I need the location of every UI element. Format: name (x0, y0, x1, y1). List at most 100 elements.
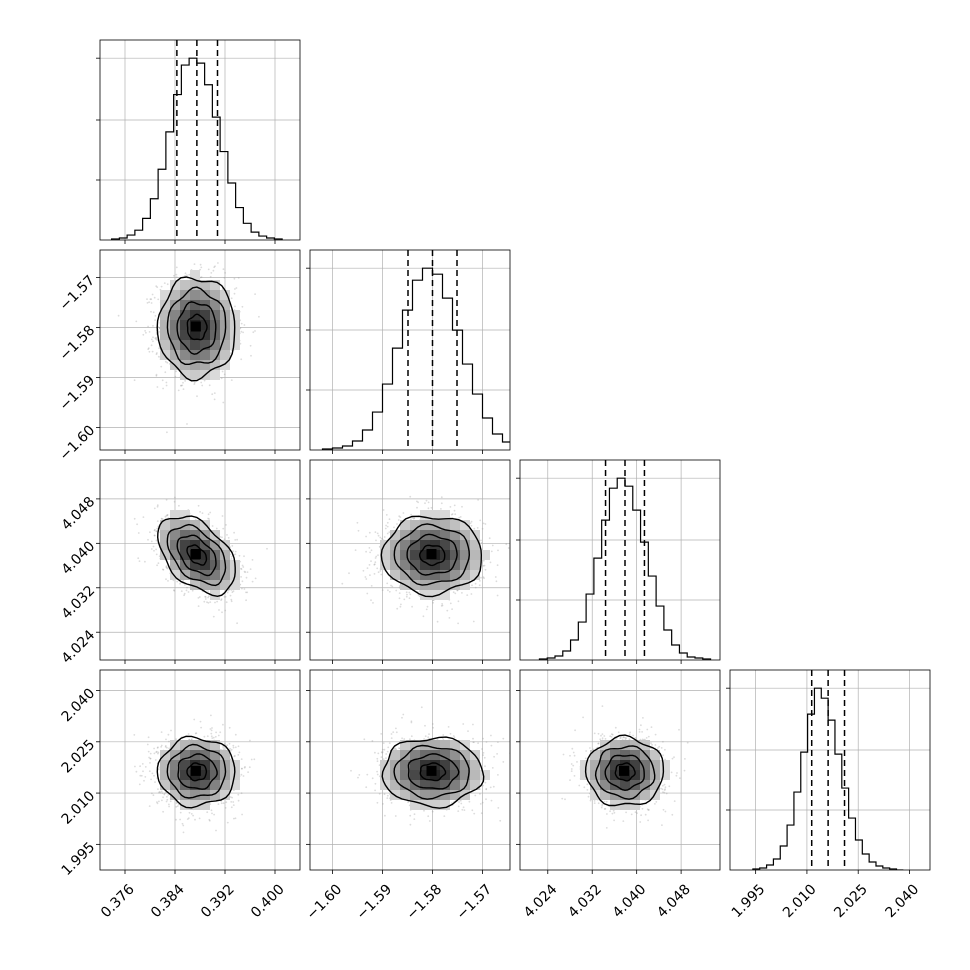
density-cell (170, 750, 180, 760)
histogram-bar (513, 446, 523, 450)
x-tick-label: −1.58 (404, 881, 446, 923)
density-cell (620, 780, 630, 790)
density-cell (180, 280, 190, 290)
density-cell (450, 750, 460, 760)
histogram-bar (523, 448, 533, 450)
histogram-bar (648, 576, 656, 660)
contour-level-3 (166, 743, 227, 799)
contour-level-3 (594, 745, 656, 800)
density-cell (210, 540, 220, 550)
density-cell (430, 760, 440, 770)
y-tick-label: 2.040 (59, 685, 99, 725)
density-cell (190, 370, 200, 380)
density-cell (160, 330, 170, 340)
density-cell (180, 300, 190, 310)
density-cell (170, 520, 180, 530)
density-cell (590, 760, 600, 770)
histogram-bar (814, 688, 821, 870)
contour-level-4 (156, 515, 236, 598)
density-cell (210, 280, 220, 290)
density-cell (220, 290, 230, 300)
histogram-bar (259, 236, 267, 240)
density-cell (420, 590, 430, 600)
density-cell (620, 760, 630, 770)
histogram-bar (794, 792, 801, 870)
density-cell (610, 740, 620, 750)
density-cell (200, 290, 210, 300)
histogram-bar (363, 430, 373, 450)
density-cell (630, 800, 640, 810)
density-cell (180, 770, 190, 780)
density-cell (190, 760, 200, 770)
density-cell (440, 800, 450, 810)
scatter-panel-3-1: −1.60 −1.59 −1.58 −1.57 (304, 669, 511, 923)
density-cell (470, 780, 480, 790)
scatter-panel-1-0: −1.60 −1.59 −1.58 −1.57 (57, 249, 301, 464)
density-cell (170, 310, 180, 320)
histogram-bar (780, 846, 787, 870)
density-cell (620, 750, 630, 760)
plot-root: 1.995 2.010 2.025 2.040−1.60−1.59−1.58−1.57… (57, 39, 931, 923)
contour-level-1 (419, 762, 447, 782)
density-cell (220, 780, 230, 790)
density-cell (170, 770, 180, 780)
histogram-steps (752, 687, 904, 870)
histogram-bar (493, 434, 503, 450)
density-cell (480, 770, 490, 780)
density-cell (180, 800, 190, 810)
x-tick-label: 0.400 (248, 881, 288, 921)
density-cell (400, 520, 410, 530)
density-cell (470, 560, 480, 570)
density-cell (410, 540, 420, 550)
histogram-bar (166, 132, 174, 240)
density-cell (430, 750, 440, 760)
density-cell (380, 550, 390, 560)
density-cell (460, 740, 470, 750)
density-cell (420, 550, 430, 560)
histogram-bar (220, 152, 228, 240)
density-cell (400, 770, 410, 780)
histogram-bar (787, 825, 794, 870)
histogram-bar (876, 866, 883, 870)
histogram-bar (828, 720, 835, 870)
density-cell (220, 570, 230, 580)
density-cell (420, 790, 430, 800)
density-cell (180, 550, 190, 560)
density-cell (190, 560, 200, 570)
density-cell (170, 760, 180, 770)
density-cell (440, 740, 450, 750)
density-cell (170, 560, 180, 570)
density-cell (180, 750, 190, 760)
density-cell (450, 740, 460, 750)
histogram-bar (563, 651, 571, 660)
density-cell (420, 540, 430, 550)
density-cell (630, 790, 640, 800)
density-cell (210, 290, 220, 300)
density-cell (430, 520, 440, 530)
histogram-bar (463, 364, 473, 450)
y-tick-label: 4.040 (59, 538, 99, 578)
density-cell (200, 350, 210, 360)
histogram-bar (343, 446, 353, 450)
density-cell (170, 340, 180, 350)
x-tick-label: 4.048 (654, 881, 694, 921)
density-cell (230, 780, 240, 790)
histogram-bar (433, 274, 443, 450)
x-tick-label: 2.040 (883, 881, 923, 921)
density-cell (440, 570, 450, 580)
histogram-bar (373, 412, 383, 450)
density-cell (170, 300, 180, 310)
contour-level-1 (614, 762, 636, 782)
density-cell (620, 740, 630, 750)
density-cell (170, 540, 180, 550)
histogram-panel-1 (306, 249, 533, 454)
density-cell (190, 350, 200, 360)
density-cell (420, 520, 430, 530)
scatter-panel-3-0: 0.376 0.384 0.392 0.400 1.995 2.010 2.025 2.040 (59, 669, 301, 921)
contour-level-3 (166, 523, 227, 587)
density-cell (200, 560, 210, 570)
histogram-bar (143, 218, 151, 240)
density-cell (400, 760, 410, 770)
histogram-bar (625, 486, 633, 660)
density-cell (190, 280, 200, 290)
